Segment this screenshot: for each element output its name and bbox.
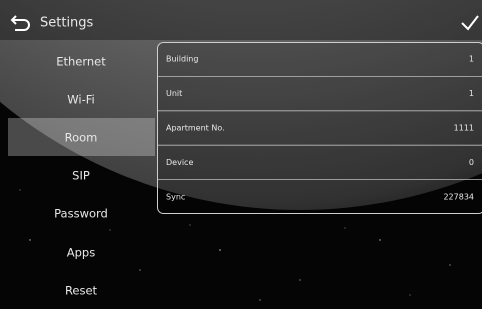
field-label: Apartment No.: [166, 124, 225, 133]
menu-item[interactable]: SIP: [72, 169, 90, 183]
field-value[interactable]: 1: [469, 89, 474, 98]
field-label: Device: [166, 158, 193, 167]
menu-item[interactable]: Room: [65, 131, 98, 145]
field-value[interactable]: 0: [469, 158, 474, 167]
field-value[interactable]: 227834: [443, 192, 474, 201]
field-label: Unit: [166, 89, 182, 98]
field-value[interactable]: 1111: [454, 124, 474, 133]
menu-item[interactable]: Password: [54, 207, 108, 221]
menu-item[interactable]: Reset: [65, 284, 98, 298]
field-label: Building: [166, 55, 198, 64]
field-label: Sync: [166, 192, 185, 201]
header-title: Settings: [40, 16, 94, 31]
screen: Settings Ethernet Wi-Fi Room SIP Passwor…: [0, 0, 482, 309]
field-value[interactable]: 1: [469, 55, 474, 64]
menu-item[interactable]: Apps: [67, 246, 95, 260]
menu-item[interactable]: Ethernet: [56, 55, 106, 69]
page: Settings Ethernet Wi-Fi Room SIP Passwor…: [0, 0, 482, 309]
menu-item[interactable]: Wi-Fi: [67, 93, 94, 107]
